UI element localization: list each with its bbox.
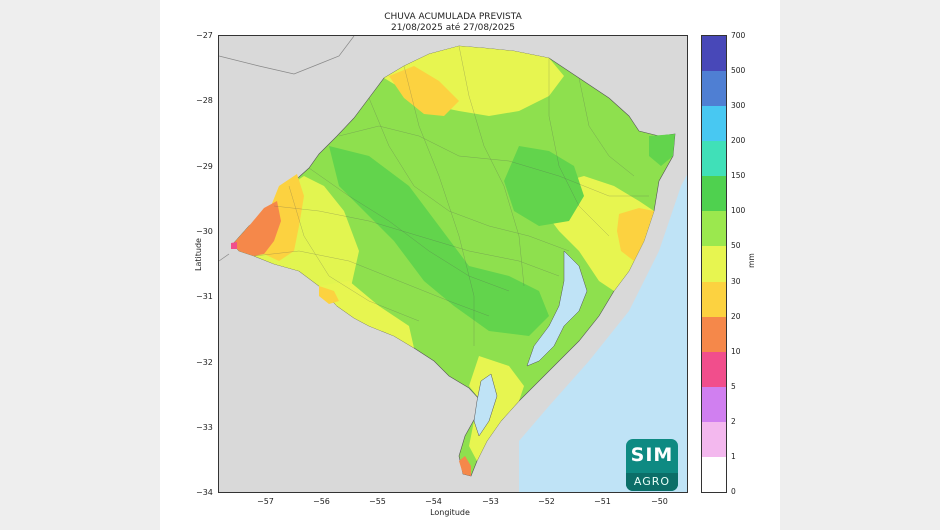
colorbar-tick: 20 [731,311,741,321]
colorbar-tick: 2 [731,416,736,426]
zone-50-100-central [329,146,549,336]
colorbar-segment [702,456,726,492]
colorbar-segment [702,421,726,457]
map-frame [218,35,688,493]
zone-50-100-northeast [504,146,584,226]
zone-10-20-westtip [233,201,281,256]
colorbar-segment [702,141,726,177]
y-tick: −30 [196,227,213,236]
colorbar-tick: 700 [731,31,746,40]
y-tick: −31 [196,292,213,301]
x-axis-label: Longitude [430,508,470,517]
x-tick: −50 [651,497,668,506]
colorbar-segment [702,106,726,142]
colorbar-segment [702,281,726,317]
colorbar-tick: 0 [731,487,736,496]
sim-agro-logo: SIM AGRO [626,439,678,491]
zone-30-50-southwest [319,281,414,348]
colorbar-unit: mm [746,253,756,268]
colorbar-tick: 100 [731,206,746,216]
lagoon-mirim [473,373,498,437]
zone-20-30-north [389,66,459,116]
colorbar-segment [702,246,726,282]
zone-5-10-point [231,242,237,249]
colorbar-tick: 1 [731,451,736,461]
logo-text-sim: SIM [630,444,674,466]
country-border [219,36,355,75]
x-tick: −54 [425,497,442,506]
map-title: CHUVA ACUMULADA PREVISTA [384,12,522,22]
colorbar-segment [702,176,726,212]
precipitation-map [219,36,687,492]
colorbar-segment [702,351,726,387]
y-axis-label: Latitude [193,238,203,271]
zone-20-30-small [319,286,339,304]
logo-text-agro: AGRO [626,473,678,491]
colorbar-tick: 200 [731,136,746,146]
y-tick: −29 [196,162,213,171]
colorbar-segment [702,71,726,107]
y-tick: −32 [196,358,213,367]
x-tick: −52 [538,497,555,506]
colorbar-tick: 500 [731,66,746,76]
colorbar-segment [702,211,726,247]
ocean [519,174,687,492]
zone-50-100-corner [649,134,675,166]
colorbar-tick: 300 [731,101,746,111]
colorbar-tick: 150 [731,171,746,181]
y-tick: −28 [196,96,213,105]
colorbar-segment [702,36,726,72]
x-tick: −53 [482,497,499,506]
zone-10-20-southtip [459,456,471,476]
x-tick: −57 [257,497,274,506]
colorbar [701,35,727,493]
y-tick: −34 [196,488,213,497]
x-tick: −56 [313,497,330,506]
map-subtitle: 21/08/2025 até 27/08/2025 [390,23,516,33]
colorbar-tick: 5 [731,381,736,391]
zone-20-30-coast [617,208,654,261]
y-tick: −27 [196,31,213,40]
colorbar-tick: 30 [731,276,741,286]
municipality-borders [253,45,649,346]
colorbar-segment [702,316,726,352]
y-tick: −33 [196,423,213,432]
colorbar-tick: 10 [731,346,741,356]
x-tick: −55 [369,497,386,506]
lagoon-patos [526,250,588,367]
colorbar-tick: 50 [731,241,741,251]
x-tick: −51 [594,497,611,506]
colorbar-segment [702,386,726,422]
country-border-south [219,253,230,262]
